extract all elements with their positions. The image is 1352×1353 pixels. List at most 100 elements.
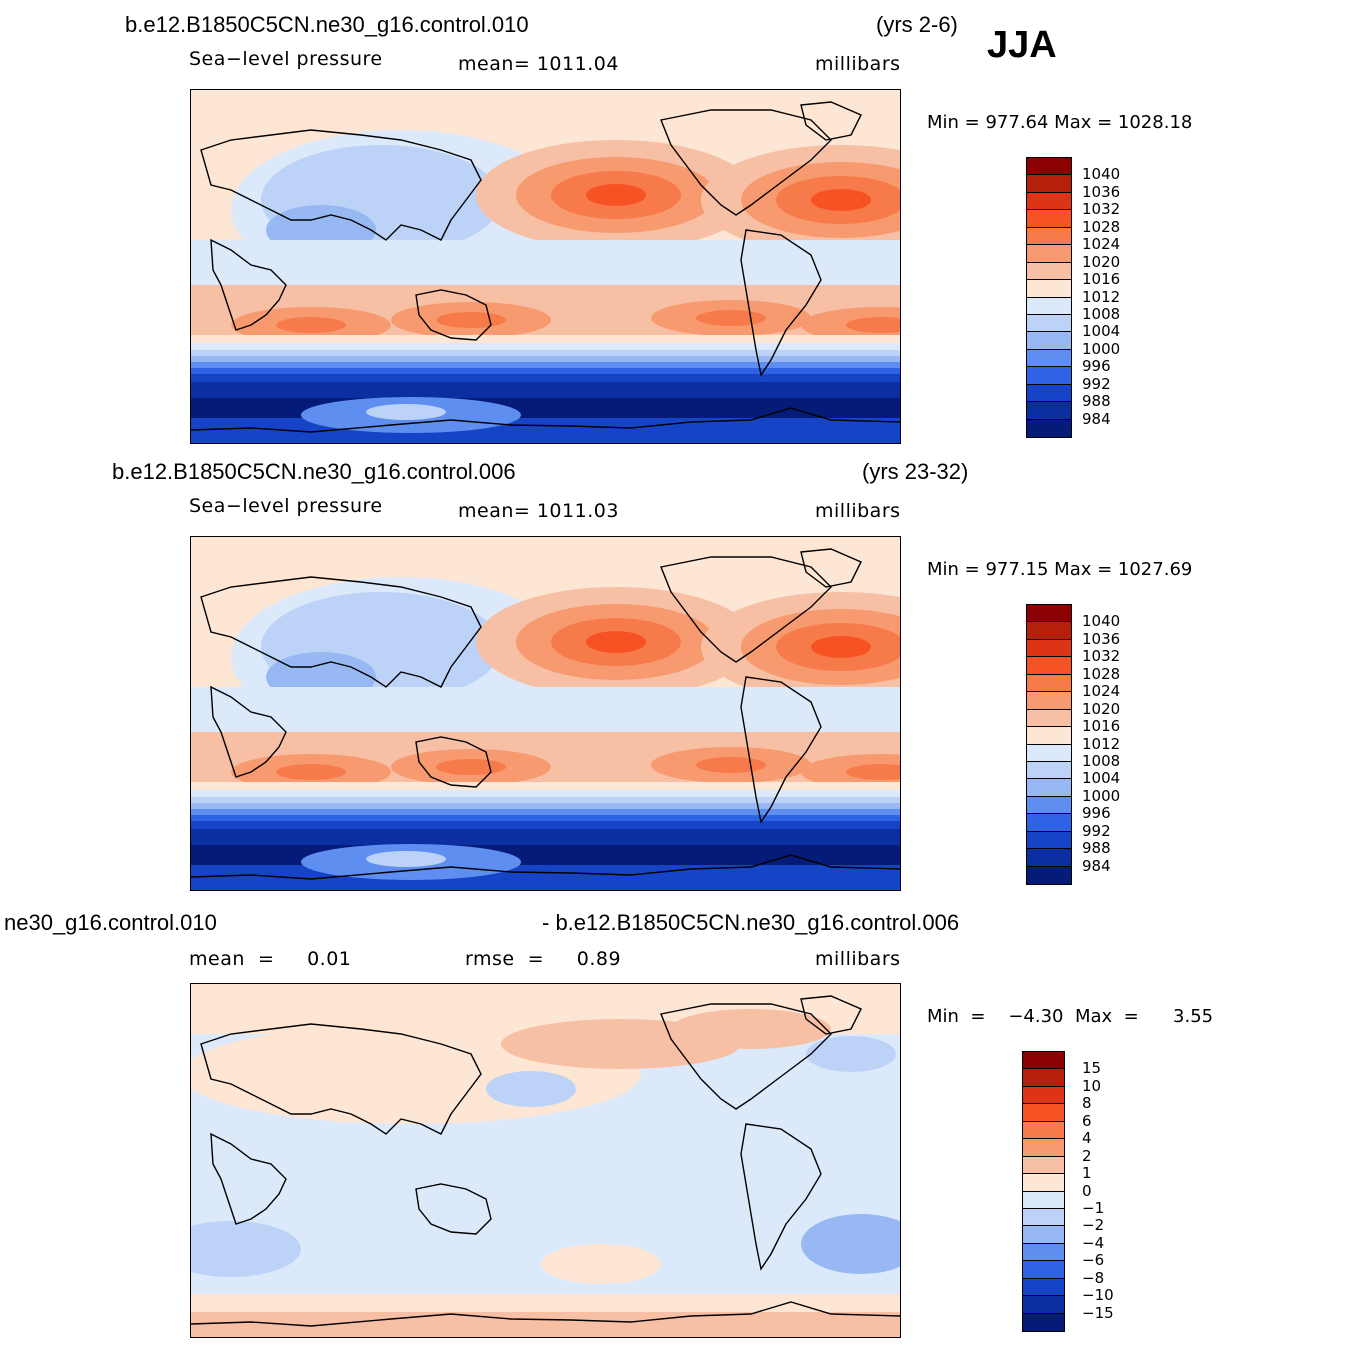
colorbar-tick-label: 1028 <box>1082 664 1121 683</box>
variable-label: Sea−level pressure <box>189 48 383 70</box>
colorbar-tick-label: 1 <box>1082 1164 1092 1183</box>
colorbar-swatch <box>1023 1139 1064 1157</box>
colorbar-tick-label: 1012 <box>1082 734 1121 753</box>
colorbar-tick-label: 6 <box>1082 1111 1092 1130</box>
colorbar-tick-label: 1032 <box>1082 200 1121 219</box>
colorbar-tick-label: 1024 <box>1082 235 1121 254</box>
colorbar-swatch <box>1027 657 1071 675</box>
colorbar-swatch <box>1023 1278 1064 1297</box>
units-label: millibars <box>815 948 901 970</box>
colorbar-swatch <box>1027 262 1071 281</box>
colorbar <box>1026 604 1072 885</box>
mean-label: mean = 0.01 <box>189 948 352 970</box>
colorbar-swatch <box>1023 1156 1064 1175</box>
colorbar-swatch <box>1027 419 1071 437</box>
colorbar-swatch <box>1027 245 1071 263</box>
colorbar <box>1026 157 1072 438</box>
colorbar-tick-label: 1040 <box>1082 165 1121 184</box>
colorbar-swatch <box>1023 1208 1064 1227</box>
colorbar-swatch <box>1027 280 1071 298</box>
colorbar-swatch <box>1023 1243 1064 1262</box>
colorbar-swatch <box>1027 210 1071 228</box>
colorbar-swatch <box>1027 402 1071 420</box>
panel-title-right: - b.e12.B1850C5CN.ne30_g16.control.006 <box>542 910 960 935</box>
panel-title-left: ne30_g16.control.010 <box>4 910 217 935</box>
units-label: millibars <box>815 500 901 522</box>
colorbar-tick-label: 1008 <box>1082 751 1121 770</box>
colorbar-tick-label: −1 <box>1082 1198 1105 1217</box>
colorbar-tick-label: 1020 <box>1082 699 1121 718</box>
colorbar-tick-label: 1012 <box>1082 287 1121 306</box>
colorbar-swatch <box>1023 1296 1064 1314</box>
panel-title-right: (yrs 2-6) <box>876 12 958 37</box>
colorbar-tick-label: 1028 <box>1082 217 1121 236</box>
colorbar-tick-label: 2 <box>1082 1146 1092 1165</box>
mean-label: mean= 1011.03 <box>458 500 619 522</box>
colorbar-swatch <box>1027 709 1071 728</box>
colorbar-swatch <box>1027 192 1071 211</box>
colorbar-swatch <box>1027 605 1071 623</box>
colorbar-tick-label: −4 <box>1082 1233 1105 1252</box>
colorbar-swatch <box>1027 622 1071 640</box>
colorbar-swatch <box>1027 639 1071 658</box>
colorbar-tick-label: −2 <box>1082 1216 1105 1235</box>
colorbar-tick-label: 1004 <box>1082 769 1121 788</box>
colorbar-tick-label: −15 <box>1082 1303 1114 1322</box>
colorbar-swatch <box>1027 297 1071 315</box>
colorbar-tick-label: 1024 <box>1082 682 1121 701</box>
minmax-label: Min = −4.30 Max = 3.55 <box>927 1006 1214 1027</box>
colorbar-tick-label: 988 <box>1082 839 1111 858</box>
colorbar-tick-label: 1004 <box>1082 322 1121 341</box>
season-label: JJA <box>987 24 1057 66</box>
mean-label: mean= 1011.04 <box>458 53 619 75</box>
panel-title-left: b.e12.B1850C5CN.ne30_g16.control.010 <box>125 12 529 37</box>
colorbar-tick-label: 1000 <box>1082 339 1121 358</box>
colorbar-tick-label: −8 <box>1082 1268 1105 1287</box>
colorbar-tick-label: 1036 <box>1082 182 1121 201</box>
colorbar-swatch <box>1023 1261 1064 1279</box>
panel-title-left: b.e12.B1850C5CN.ne30_g16.control.006 <box>112 459 516 484</box>
colorbar-swatch <box>1023 1104 1064 1122</box>
colorbar-swatch <box>1023 1226 1064 1244</box>
colorbar-tick-label: 10 <box>1082 1076 1102 1095</box>
colorbar-swatch <box>1027 779 1071 797</box>
colorbar-tick-label: 996 <box>1082 804 1111 823</box>
map-difference <box>190 983 901 1338</box>
colorbar-tick-label: 996 <box>1082 357 1111 376</box>
colorbar-swatch <box>1023 1191 1064 1209</box>
colorbar-swatch <box>1023 1313 1064 1331</box>
colorbar-swatch <box>1027 349 1071 368</box>
colorbar-swatch <box>1027 367 1071 385</box>
colorbar-swatch <box>1027 727 1071 745</box>
map-sea-level-pressure <box>190 536 901 891</box>
colorbar-swatch <box>1023 1069 1064 1087</box>
colorbar-tick-label: 988 <box>1082 392 1111 411</box>
panel-title-right: (yrs 23-32) <box>862 459 969 484</box>
colorbar-tick-label: 1032 <box>1082 647 1121 666</box>
colorbar-tick-label: 992 <box>1082 374 1111 393</box>
colorbar-swatch <box>1027 761 1071 780</box>
colorbar-tick-label: 1000 <box>1082 786 1121 805</box>
colorbar-swatch <box>1027 831 1071 850</box>
colorbar-tick-label: 984 <box>1082 856 1111 875</box>
colorbar-swatch <box>1027 814 1071 832</box>
units-label: millibars <box>815 53 901 75</box>
colorbar-swatch <box>1027 866 1071 884</box>
colorbar-tick-label: 1036 <box>1082 629 1121 648</box>
colorbar-swatch <box>1027 314 1071 333</box>
colorbar-swatch <box>1027 692 1071 710</box>
colorbar-swatch <box>1023 1174 1064 1192</box>
colorbar-tick-label: 8 <box>1082 1094 1092 1113</box>
colorbar-swatch <box>1027 849 1071 867</box>
colorbar-tick-label: 992 <box>1082 821 1111 840</box>
colorbar-swatch <box>1023 1052 1064 1070</box>
colorbar-tick-label: 1008 <box>1082 304 1121 323</box>
colorbar-tick-label: −6 <box>1082 1251 1105 1270</box>
colorbar-swatch <box>1027 332 1071 350</box>
colorbar-swatch <box>1027 175 1071 193</box>
colorbar-tick-label: 1040 <box>1082 612 1121 631</box>
colorbar-swatch <box>1027 796 1071 815</box>
map-sea-level-pressure <box>190 89 901 444</box>
colorbar-swatch <box>1023 1121 1064 1140</box>
colorbar-tick-label: 1020 <box>1082 252 1121 271</box>
